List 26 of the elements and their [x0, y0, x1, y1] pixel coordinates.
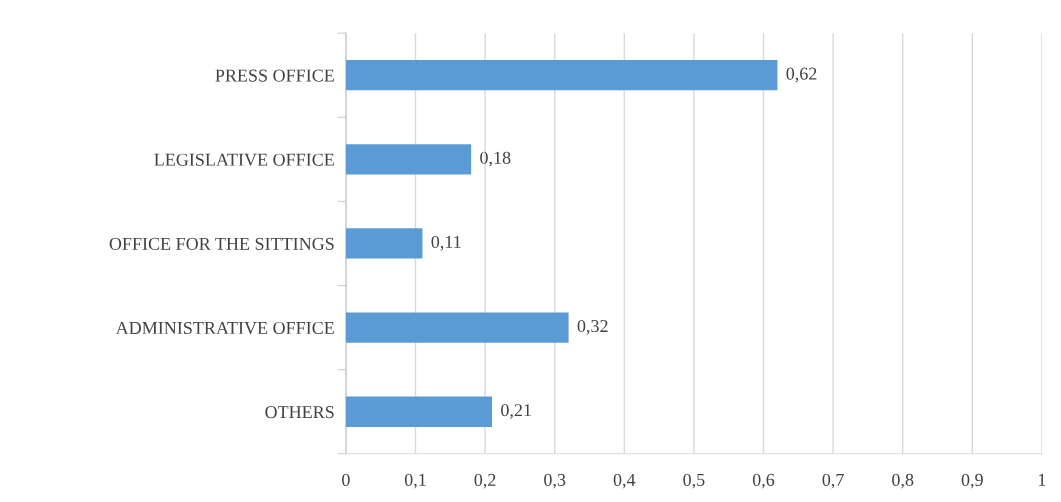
- x-tick-label: 0,7: [822, 473, 844, 489]
- data-label: 0,32: [577, 319, 608, 335]
- x-tick-label: 0,8: [892, 473, 914, 489]
- bar: [345, 60, 778, 91]
- x-tick-label: 0,1: [404, 473, 426, 489]
- x-tick-label: 0,4: [613, 473, 636, 489]
- x-tick-label: 0,9: [961, 473, 983, 489]
- y-tick-label: OTHERS: [265, 406, 334, 419]
- x-tick-label: 1: [1038, 473, 1046, 486]
- y-tick-label: OFFICE FOR THE SITTINGS: [109, 237, 334, 250]
- data-label: 0,11: [431, 235, 461, 251]
- bar: [345, 144, 472, 175]
- x-tick-label: 0: [342, 473, 350, 486]
- y-tick-label: LEGISLATIVE OFFICE: [154, 153, 334, 166]
- x-tick-label: 0,2: [474, 473, 496, 489]
- bar: [345, 312, 569, 343]
- x-tick-label: 0,6: [752, 473, 775, 489]
- bar: [345, 396, 493, 427]
- y-tick-label: PRESS OFFICE: [215, 69, 334, 82]
- x-tick-label: 0,3: [544, 473, 566, 489]
- y-tick-label: ADMINISTRATIVE OFFICE: [115, 321, 334, 335]
- data-label: 0,21: [501, 404, 531, 419]
- data-label: 0,18: [480, 151, 511, 167]
- data-label: 0,62: [786, 67, 817, 83]
- bar: [345, 228, 423, 259]
- x-tick-label: 0,5: [683, 473, 705, 489]
